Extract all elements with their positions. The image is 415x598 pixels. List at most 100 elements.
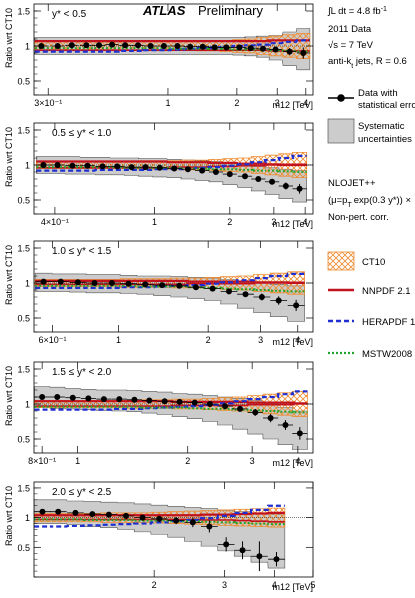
data-point (74, 279, 81, 286)
data-point (100, 396, 107, 403)
data-point (89, 511, 96, 518)
data-point (273, 556, 280, 563)
data-point (85, 395, 92, 402)
data-point (69, 162, 76, 169)
x-axis-title: m12 [TeV] (272, 100, 313, 110)
legend: Data with statistical error Systematic u… (327, 88, 415, 360)
x-tick-label: 1 (75, 456, 80, 466)
y-tick-label: 0.5 (17, 435, 30, 445)
x-tick-label: 2 (152, 580, 157, 590)
panel-plot-area (34, 386, 313, 450)
data-point (222, 403, 229, 410)
data-point (176, 398, 183, 405)
data-point (199, 167, 206, 174)
y-tick-label: 1 (25, 161, 30, 171)
data-point (256, 553, 263, 560)
data-point (40, 278, 47, 285)
x-tick-label: 2 (206, 335, 211, 345)
x-tick-label: 2 (185, 456, 190, 466)
panel-frame (33, 3, 314, 96)
data-point (39, 508, 46, 515)
experiment-label: ATLAS (142, 3, 186, 18)
data-point (275, 297, 282, 304)
y-tick-label: 1 (25, 400, 30, 410)
y-tick-label: 1.5 (17, 126, 30, 136)
legend-data: Data with statistical error (328, 88, 415, 111)
data-point (147, 43, 154, 49)
panel-plot-area (34, 28, 313, 71)
data-point (199, 43, 206, 50)
data-point (54, 43, 61, 49)
data-point (54, 394, 61, 400)
nnpdf-curve (36, 160, 307, 167)
data-point (212, 169, 219, 175)
data-point (99, 163, 106, 170)
data-point (247, 45, 254, 52)
herapdf-curve (34, 390, 308, 411)
legend-data-line1: Data with (358, 88, 398, 99)
y-tick-label: 1 (25, 513, 30, 523)
data-point (161, 398, 168, 405)
x-tick-label: 3 (222, 580, 227, 590)
mstw-curve (35, 284, 305, 293)
x-tick-label: 6×10⁻¹ (38, 335, 66, 345)
panel-plot-area (34, 271, 313, 322)
x-tick-label: 1 (116, 335, 121, 345)
data-point (114, 163, 121, 170)
data-point (91, 280, 98, 286)
data-point (192, 284, 199, 291)
data-point (128, 164, 135, 171)
x-tick-label: 3 (250, 456, 255, 466)
panel-4: 0.5 1 1.5 8×10⁻¹ 1 2 3 4 Ratio wrt CT10 m12 [TeV]… (4, 361, 314, 468)
rapidity-bin-label: 1.5 ≤ y* < 2.0 (52, 367, 112, 378)
x-tick-label: 3 (275, 98, 280, 108)
run-info: ∫L dt = 4.8 fb-1 2011 Data √s = 7 TeV an… (327, 6, 407, 70)
data-point (187, 43, 194, 50)
data-point (39, 394, 46, 400)
data-point (206, 523, 213, 530)
panel-2: 0.5 1 1.5 4×10⁻¹ 1 2 3 4 Ratio wrt CT10 m12 [TeV]… (4, 122, 314, 229)
data-point (96, 42, 103, 49)
panel-5: 0.5 1 1.5 2 3 4 5 Ratio wrt CT10 m12 [TeV] 2.0 ≤ … (4, 481, 316, 592)
data-point (223, 44, 230, 51)
data-point (300, 50, 307, 56)
x-tick-label: 4 (272, 580, 277, 590)
legend-theory-line3: Non-pert. corr. (328, 212, 389, 223)
data-point (156, 515, 163, 522)
data-point (242, 173, 249, 180)
data-point (191, 399, 198, 406)
data-point (282, 183, 289, 189)
data-point (125, 280, 132, 287)
y-tick-label: 1 (25, 279, 30, 289)
x-tick-label: 8×10⁻¹ (28, 456, 56, 466)
data-point (173, 517, 180, 524)
data-point (84, 162, 91, 169)
y-tick-label: 0.5 (17, 77, 30, 87)
data-point (258, 294, 265, 300)
legend-theory-line1: NLOJET++ (328, 178, 376, 189)
panel-frame (33, 361, 314, 454)
data-point (189, 519, 196, 526)
rapidity-bin-label: 2.0 ≤ y* < 2.5 (52, 487, 112, 498)
data-point (174, 43, 181, 49)
panel-frame (33, 122, 314, 215)
data-point (105, 511, 112, 518)
data-point (236, 44, 243, 51)
legend-nnpdf: NNPDF 2.1 (328, 286, 411, 297)
data-point (286, 48, 293, 55)
rapidity-bin-label: 1.0 ≤ y* < 1.5 (52, 246, 112, 257)
legend-herapdf-label: HERAPDF 1.5 (362, 317, 415, 328)
data-point (211, 44, 218, 51)
data-point (272, 46, 279, 53)
x-tick-label: 4 (295, 335, 300, 345)
energy-label: √s = 7 TeV (328, 40, 374, 51)
data-point (69, 394, 76, 401)
legend-nnpdf-label: NNPDF 2.1 (362, 286, 411, 297)
data-point (226, 288, 233, 295)
y-axis-title: Ratio wrt CT10 (4, 8, 14, 68)
dataset-label: 2011 Data (328, 24, 372, 35)
data-point (142, 164, 149, 171)
data-point (223, 541, 230, 548)
panel-frame (33, 240, 314, 333)
data-point (57, 278, 64, 285)
